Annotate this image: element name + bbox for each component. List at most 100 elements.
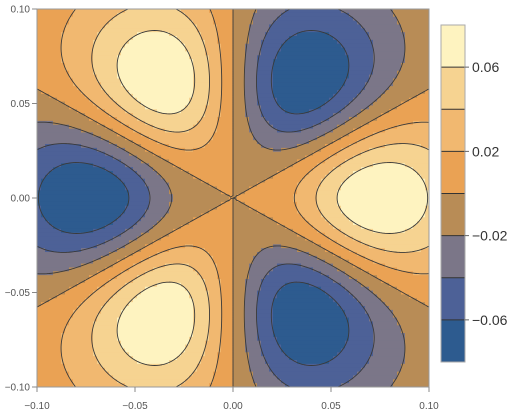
contour-band-cell bbox=[41, 340, 46, 346]
contour-band-cell bbox=[209, 252, 214, 257]
contour-band-cell bbox=[65, 9, 70, 14]
contour-band-cell bbox=[77, 240, 82, 245]
contour-band-cell bbox=[149, 309, 154, 315]
contour-band-cell bbox=[177, 209, 182, 215]
contour-band-cell bbox=[37, 329, 42, 334]
contour-band-cell bbox=[213, 36, 218, 41]
contour-band-cell bbox=[173, 124, 178, 130]
contour-band-cell bbox=[145, 363, 150, 369]
contour-band-cell bbox=[149, 12, 154, 18]
contour-band-cell bbox=[217, 383, 222, 387]
contour-band-cell bbox=[201, 136, 206, 141]
contour-band-cell bbox=[189, 132, 194, 137]
contour-band-cell bbox=[153, 209, 158, 215]
contour-band-cell bbox=[89, 194, 94, 199]
contour-band-cell bbox=[125, 63, 130, 68]
contour-band-cell bbox=[41, 28, 46, 33]
contour-band-cell bbox=[133, 90, 138, 95]
contour-band-cell bbox=[85, 32, 90, 37]
contour-band-cell bbox=[153, 344, 158, 350]
contour-band-cell bbox=[117, 198, 122, 203]
contour-band-cell bbox=[169, 286, 174, 292]
contour-band-cell bbox=[193, 186, 198, 191]
contour-band-cell bbox=[73, 352, 78, 357]
contour-band-cell bbox=[161, 39, 166, 45]
contour-band-cell bbox=[137, 329, 142, 334]
contour-band-cell bbox=[113, 174, 118, 180]
contour-band-cell bbox=[117, 221, 122, 226]
contour-band-cell bbox=[205, 167, 210, 172]
contour-band-cell bbox=[209, 186, 214, 191]
contour-band-cell bbox=[81, 74, 86, 80]
contour-band-cell bbox=[209, 352, 214, 357]
contour-band-cell bbox=[137, 344, 142, 350]
contour-band-cell bbox=[81, 375, 86, 380]
contour-band-cell bbox=[53, 263, 58, 269]
contour-band-cell bbox=[161, 383, 166, 387]
contour-band-cell bbox=[81, 109, 86, 114]
contour-band-cell bbox=[189, 367, 194, 373]
contour-band-cell bbox=[125, 271, 130, 276]
contour-band-cell bbox=[97, 32, 102, 37]
contour-band-cell bbox=[65, 363, 70, 369]
contour-band-cell bbox=[153, 336, 158, 342]
contour-band-cell bbox=[229, 178, 234, 184]
contour-band-cell bbox=[133, 82, 138, 87]
contour-band-cell bbox=[213, 363, 218, 369]
contour-band-cell bbox=[121, 379, 126, 384]
contour-band-cell bbox=[105, 290, 110, 296]
contour-band-cell bbox=[57, 24, 62, 29]
contour-band-cell bbox=[49, 117, 54, 122]
contour-band-cell bbox=[69, 190, 74, 195]
contour-band-cell bbox=[101, 309, 106, 315]
contour-band-cell bbox=[45, 128, 50, 134]
contour-band-cell bbox=[213, 55, 218, 60]
contour-band-cell bbox=[217, 182, 222, 188]
contour-band-cell bbox=[41, 248, 46, 253]
contour-band-cell bbox=[177, 221, 182, 226]
contour-band-cell bbox=[105, 63, 110, 68]
contour-band-cell bbox=[97, 306, 102, 311]
contour-band-cell bbox=[113, 379, 118, 384]
contour-band-cell bbox=[157, 155, 162, 161]
contour-band-cell bbox=[81, 55, 86, 60]
contour-band-cell bbox=[57, 74, 62, 80]
contour-band-cell bbox=[49, 151, 54, 157]
contour-band-cell bbox=[129, 194, 134, 199]
contour-band-cell bbox=[85, 363, 90, 369]
contour-band-cell bbox=[161, 352, 166, 357]
contour-band-cell bbox=[121, 225, 126, 230]
contour-band-cell bbox=[85, 97, 90, 103]
contour-band-cell bbox=[201, 348, 206, 353]
contour-band-cell bbox=[153, 59, 158, 64]
contour-band-cell bbox=[169, 63, 174, 68]
contour-band-cell bbox=[73, 55, 78, 60]
contour-band-cell bbox=[153, 267, 158, 272]
contour-band-cell bbox=[169, 105, 174, 110]
contour-band-cell bbox=[117, 259, 122, 265]
contour-band-cell bbox=[109, 9, 114, 14]
contour-band-cell bbox=[149, 66, 154, 72]
contour-band-cell bbox=[197, 74, 202, 80]
contour-band-cell bbox=[125, 20, 130, 26]
contour-band-cell bbox=[181, 167, 186, 172]
contour-band-cell bbox=[205, 113, 210, 118]
contour-band-cell bbox=[53, 151, 58, 157]
contour-band-cell bbox=[77, 383, 82, 387]
contour-band-cell bbox=[105, 279, 110, 284]
contour-band-cell bbox=[169, 144, 174, 149]
contour-band-cell bbox=[77, 217, 82, 222]
contour-band-cell bbox=[65, 28, 70, 33]
contour-band-cell bbox=[57, 336, 62, 342]
contour-band-cell bbox=[177, 43, 182, 49]
contour-band-cell bbox=[149, 255, 154, 261]
contour-band-cell bbox=[177, 163, 182, 168]
contour-band-cell bbox=[105, 120, 110, 126]
contour-band-cell bbox=[61, 171, 66, 176]
contour-band-cell bbox=[121, 363, 126, 369]
contour-band-cell bbox=[153, 171, 158, 176]
contour-band-cell bbox=[201, 9, 206, 14]
contour-band-cell bbox=[201, 209, 206, 215]
contour-band-cell bbox=[133, 132, 138, 137]
contour-band-cell bbox=[201, 63, 206, 68]
